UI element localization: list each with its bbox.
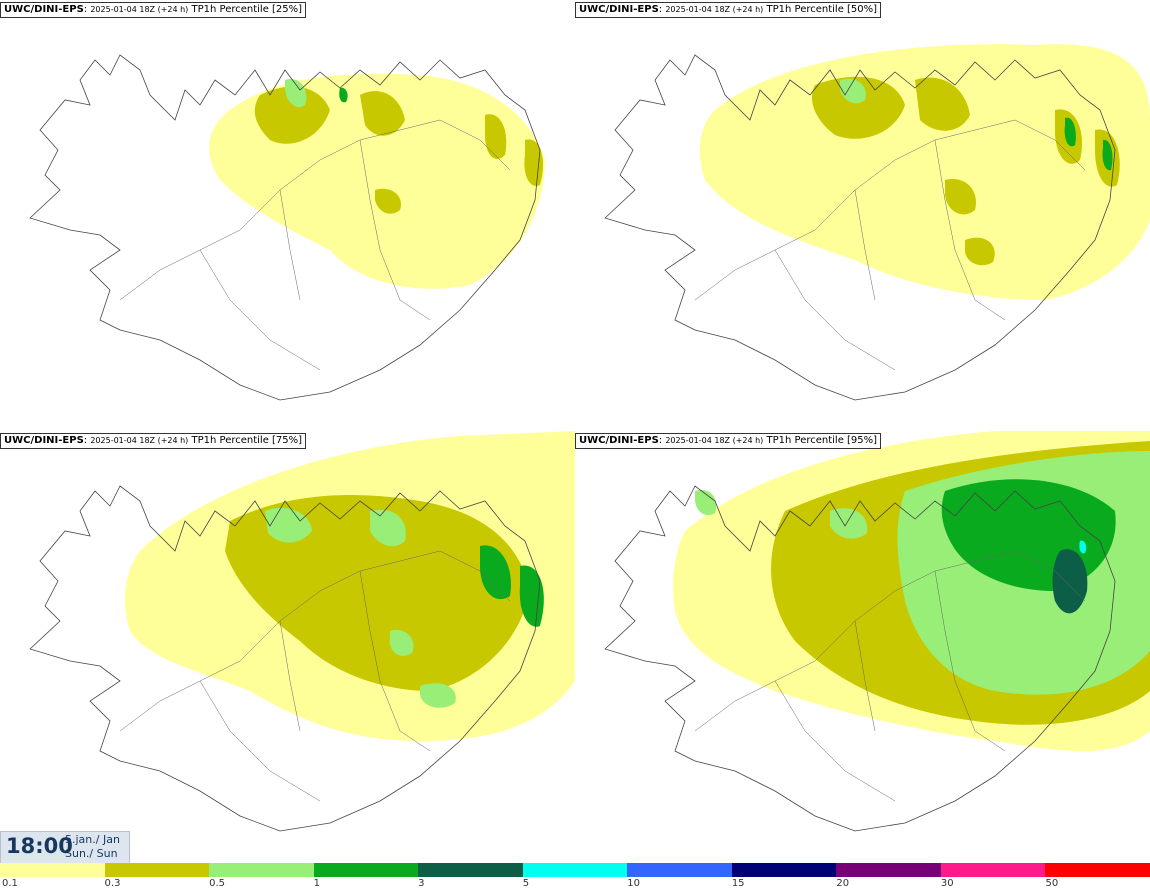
legend-swatch: [104, 863, 210, 877]
run-time: 2025-01-04 18Z (+24 h): [90, 5, 189, 14]
legend-tick-label: 1: [313, 878, 320, 889]
legend-tick-label: 5: [522, 878, 530, 889]
map-panel-p25: UWC/DINI-EPS: 2025-01-04 18Z (+24 h) TP1…: [0, 0, 575, 431]
legend-swatch: [522, 863, 628, 877]
panel-label: UWC/DINI-EPS: 2025-01-04 18Z (+24 h) TP1…: [0, 2, 307, 18]
map-panel-p50: UWC/DINI-EPS: 2025-01-04 18Z (+24 h) TP1…: [575, 0, 1150, 431]
precip-map-p25: [29, 54, 545, 401]
legend-swatch: [836, 863, 942, 877]
legend-swatch: [209, 863, 315, 877]
product-title: TP1h Percentile [75%]: [191, 435, 303, 446]
legend-swatch: [313, 863, 419, 877]
valid-weekday-line: Sun./ Sun: [65, 847, 118, 860]
product-title: TP1h Percentile [25%]: [191, 4, 303, 15]
model-name: UWC/DINI-EPS: [579, 435, 659, 446]
product-title: TP1h Percentile [95%]: [766, 435, 878, 446]
model-name: UWC/DINI-EPS: [579, 4, 659, 15]
legend-tick-label: 0.5: [209, 878, 225, 889]
run-time: 2025-01-04 18Z (+24 h): [90, 436, 189, 445]
legend-tick-label: 50: [1045, 878, 1059, 889]
model-name: UWC/DINI-EPS: [4, 4, 84, 15]
precip-map-p75: [29, 431, 575, 832]
run-time: 2025-01-04 18Z (+24 h): [665, 5, 764, 14]
legend-swatch: [940, 863, 1046, 877]
map-panel-p95: UWC/DINI-EPS: 2025-01-04 18Z (+24 h) TP1…: [575, 431, 1150, 862]
map-panel-p75: UWC/DINI-EPS: 2025-01-04 18Z (+24 h) TP1…: [0, 431, 575, 862]
legend-tick-label: 20: [836, 878, 850, 889]
valid-date-line: 5.jan./ Jan: [65, 833, 120, 846]
precip-map-p50: [604, 44, 1150, 401]
legend-swatch: [418, 863, 524, 877]
valid-date: 5.jan./ Jan Sun./ Sun: [65, 833, 120, 861]
legend-swatch: [731, 863, 837, 877]
legend-tick-label: 10: [627, 878, 640, 889]
legend-tick-label: 15: [731, 878, 745, 889]
legend-swatch: [627, 863, 733, 877]
precip-map-p95: [604, 431, 1150, 832]
legend-tick-label: 0.1: [2, 878, 18, 889]
panel-label: UWC/DINI-EPS: 2025-01-04 18Z (+24 h) TP1…: [0, 433, 307, 449]
legend-tick-label: 3: [418, 878, 425, 889]
model-name: UWC/DINI-EPS: [4, 435, 84, 446]
legend-swatch: [0, 863, 106, 877]
panel-label: UWC/DINI-EPS: 2025-01-04 18Z (+24 h) TP1…: [575, 433, 882, 449]
run-time: 2025-01-04 18Z (+24 h): [665, 436, 764, 445]
product-title: TP1h Percentile [50%]: [766, 4, 878, 15]
legend-tick-label: 0.3: [104, 878, 121, 889]
legend-tick-label: 30: [940, 878, 954, 889]
valid-time-box: 18:00 5.jan./ Jan Sun./ Sun: [0, 831, 130, 865]
color-legend: 0.1 0.3 0.5 1 3 5 10 15 20 30 50: [0, 863, 1150, 891]
legend-swatch: [1045, 863, 1150, 877]
panel-label: UWC/DINI-EPS: 2025-01-04 18Z (+24 h) TP1…: [575, 2, 882, 18]
valid-time: 18:00: [6, 834, 73, 858]
